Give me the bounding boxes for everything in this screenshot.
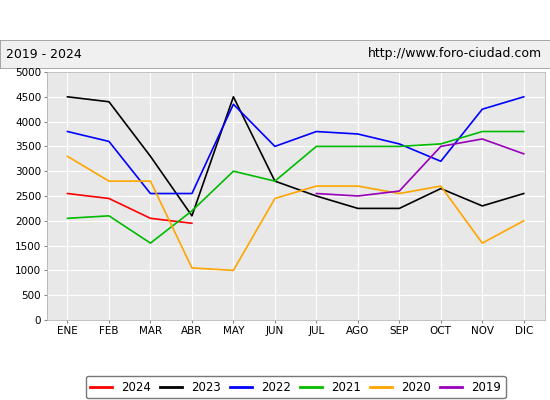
Text: 2019 - 2024: 2019 - 2024 — [6, 48, 81, 60]
Text: Evolucion Nº Turistas Nacionales en el municipio de Petrer: Evolucion Nº Turistas Nacionales en el m… — [41, 12, 509, 28]
Legend: 2024, 2023, 2022, 2021, 2020, 2019: 2024, 2023, 2022, 2021, 2020, 2019 — [86, 376, 505, 398]
Text: http://www.foro-ciudad.com: http://www.foro-ciudad.com — [367, 48, 542, 60]
